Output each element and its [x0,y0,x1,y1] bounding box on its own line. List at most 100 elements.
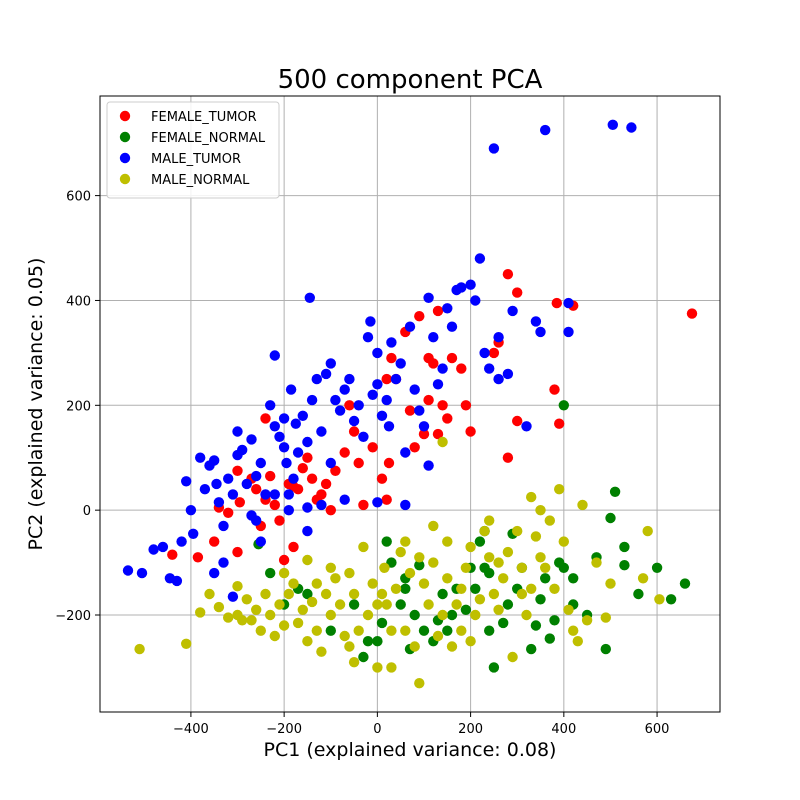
data-point [344,567,355,579]
data-point [432,630,444,642]
data-point [136,567,148,579]
legend-marker [119,152,131,164]
data-point [367,389,378,400]
data-point [302,452,313,463]
data-point [372,379,383,390]
data-point [446,352,458,364]
data-point [381,394,392,406]
data-point [409,442,420,453]
data-point [362,636,374,647]
data-point [456,363,467,374]
data-point [446,321,458,332]
data-point [414,405,425,416]
data-point [488,143,500,154]
data-point [234,497,245,508]
data-point [339,630,350,642]
data-point [400,499,411,511]
legend-label: FEMALE_TUMOR [151,110,257,125]
data-point [558,536,569,547]
data-point [188,528,199,539]
data-point [456,282,467,293]
y-tick-label: 400 [66,294,91,309]
data-point [278,413,290,424]
x-tick-label: 0 [373,722,381,737]
data-point [563,326,574,338]
data-point [297,604,308,615]
data-point [390,583,402,594]
data-point [246,615,257,626]
data-point [544,633,555,644]
legend-box [106,101,280,199]
data-point [334,405,346,416]
data-point [269,489,280,500]
data-point [558,400,569,411]
data-point [414,552,425,563]
data-point [600,643,611,655]
data-point [232,609,243,621]
data-point [302,554,313,566]
data-point [265,400,276,411]
data-point [339,494,350,505]
data-point [241,478,252,490]
data-point [432,305,444,317]
y-axis-title: PC2 (explained variance: 0.05) [25,258,47,551]
data-point [465,426,476,437]
data-point [251,484,262,495]
data-point [306,596,318,608]
data-point [348,588,360,600]
data-point [218,557,229,568]
legend-label: FEMALE_NORMAL [151,131,266,146]
x-tick-label: −400 [173,722,209,737]
data-point [418,428,430,440]
data-point [213,497,225,508]
data-point [325,505,336,516]
data-point [493,557,504,568]
data-point [400,536,411,547]
data-point [437,400,448,411]
data-point [316,646,327,657]
data-point [390,373,402,385]
y-tick-label: 200 [66,399,91,414]
data-point [540,573,551,584]
data-point [535,594,546,605]
data-point [442,303,453,314]
data-point [209,455,220,466]
data-point [348,599,360,610]
data-point [460,604,472,615]
data-point [654,594,665,605]
data-point [465,541,476,553]
data-point [470,609,481,621]
data-point [311,578,322,589]
data-point [530,620,542,631]
legend-marker [119,131,131,143]
data-point [460,562,472,573]
data-point [437,363,448,374]
data-point [470,583,481,594]
data-point [619,541,630,553]
data-point [223,473,234,484]
data-point [316,426,327,437]
x-tick-label: 200 [458,722,483,737]
data-point [237,444,248,456]
data-point [493,373,504,385]
data-point [348,657,360,668]
data-point [409,641,420,652]
data-point [344,373,355,385]
data-point [278,554,290,566]
data-point [339,384,350,395]
data-point [274,599,285,610]
data-point [274,515,285,526]
data-point [255,536,266,547]
data-point [414,678,425,689]
data-point [549,615,560,626]
data-point [488,347,500,359]
data-point [395,358,406,369]
data-point [423,292,434,303]
data-point [306,473,318,484]
data-point [484,363,495,374]
data-point [213,601,225,613]
data-point [554,484,565,495]
data-point [269,499,280,511]
data-point [381,536,392,547]
data-point [372,347,383,359]
